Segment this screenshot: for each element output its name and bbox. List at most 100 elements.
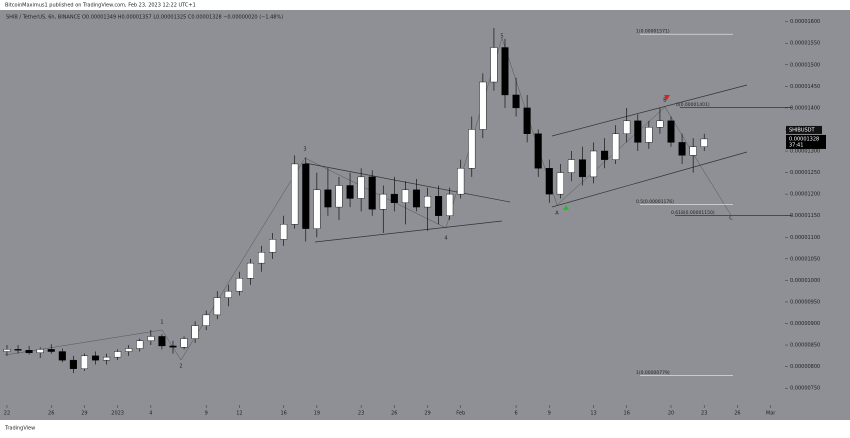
candle-body [567, 159, 575, 173]
candle-body [346, 185, 354, 199]
wave-label: C [729, 216, 733, 222]
candle-body [379, 193, 387, 210]
candle-body [91, 355, 100, 361]
candle-body [634, 120, 642, 143]
candle-body [224, 290, 232, 298]
candle-body [512, 94, 520, 109]
channel-bottom [551, 151, 748, 208]
x-tick-label: 13 [590, 411, 596, 417]
candle-body [269, 239, 277, 253]
candle-body [169, 345, 177, 348]
candle-body [501, 47, 509, 96]
candle-body [246, 262, 254, 279]
candle-body [291, 163, 299, 225]
candle-body [191, 325, 199, 339]
candle-body [457, 168, 465, 195]
wave-label: A [555, 211, 559, 217]
candle-body [136, 340, 144, 349]
x-tick-label: 29 [424, 411, 430, 417]
x-tick-label: 16 [624, 411, 630, 417]
symbol-label: SHIBUSDT [789, 127, 816, 133]
header: BitcoinMaximus1 published on TradingView… [5, 3, 196, 9]
buy-marker [563, 205, 569, 210]
x-tick-label: 29 [81, 411, 87, 417]
y-tick-label: 0.00001150 [790, 213, 820, 219]
candle-body [125, 348, 133, 352]
candle-body [114, 351, 122, 358]
y-tick-label: 0.00001200 [790, 192, 820, 198]
x-tick-label: 26 [391, 411, 397, 417]
last-price-box [786, 134, 826, 149]
fib-label: 1(0.00000779) [636, 370, 670, 376]
candle-body [612, 133, 620, 160]
wave-label: 5 [500, 34, 503, 40]
x-tick-label: 23 [358, 411, 364, 417]
candle-body [103, 356, 111, 361]
candle-body [424, 196, 432, 208]
price-axis-background [785, 10, 850, 405]
candle-body [667, 120, 675, 143]
candle-body [678, 142, 686, 156]
y-tick-label: 0.00000750 [790, 386, 820, 392]
x-tick-label: 19 [314, 411, 320, 417]
y-tick-label: 0.00001050 [790, 256, 820, 262]
candle-body [180, 338, 188, 348]
symbol-title: SHIB / TetherUS, 6h, BINANCE [6, 15, 80, 21]
wave-label: 2 [179, 364, 182, 370]
x-tick-label: 22 [4, 411, 10, 417]
symbol-box [786, 125, 822, 134]
y-tick-label: 0.00000800 [790, 364, 820, 370]
candle-body [80, 355, 88, 369]
wave-label: 1 [160, 320, 163, 326]
candle-body [368, 176, 376, 210]
y-tick-label: 0.00000850 [790, 343, 820, 349]
fib-label: 0.618(0.00001150) [671, 210, 715, 216]
candle-body [523, 107, 531, 134]
x-tick-label: 4 [149, 411, 152, 417]
wave-label: 3 [303, 147, 306, 153]
candle-body [590, 150, 598, 178]
y-tick-label: 0.00001000 [790, 278, 820, 284]
candle-body [202, 314, 210, 326]
fib-label: 0.5(0.00001176) [636, 199, 674, 205]
candle-body [556, 172, 564, 195]
y-tick-label: 0.00001450 [790, 84, 820, 90]
candle-body [235, 278, 243, 292]
x-tick-label: 26 [48, 411, 54, 417]
y-tick-label: 0.00001250 [790, 170, 820, 176]
x-tick-label: Feb [456, 411, 465, 417]
x-tick-label: 26 [734, 411, 740, 417]
candle-body [390, 193, 398, 203]
candle-body [147, 336, 155, 341]
triangle-top [304, 162, 511, 203]
triangle-bottom [314, 220, 503, 243]
ohlc-text: O0.00001349 H0.00001357 L0.00001325 C0.0… [82, 15, 283, 21]
x-tick-label: 16 [280, 411, 286, 417]
last-price-label: 0.00001328 [789, 136, 819, 142]
x-tick-label: 9 [205, 411, 208, 417]
candle-body [700, 138, 708, 147]
y-tick-label: 0.00000900 [790, 321, 820, 327]
candle-body [357, 176, 365, 199]
candle-body [14, 349, 22, 351]
x-tick-label: 2023 [111, 411, 124, 417]
candle-body [47, 349, 55, 352]
candle-body [689, 146, 697, 156]
candle-body [623, 120, 631, 134]
sell-marker [664, 95, 670, 100]
plot-background [0, 10, 785, 405]
y-tick-label: 0.00001550 [790, 41, 820, 47]
candle-body [534, 133, 542, 169]
y-tick-label: 0.00000950 [790, 299, 820, 305]
fib-label: 1(0.00001571) [636, 29, 670, 35]
channel-top [551, 84, 748, 137]
fib-label: 0(0.00001401) [676, 102, 710, 108]
y-tick-label: 0.00001100 [790, 235, 820, 241]
candle-body [158, 336, 166, 347]
candle-body [280, 224, 288, 240]
x-tick-label: Mar [766, 411, 776, 417]
y-tick-label: 0.00001300 [790, 149, 820, 155]
candle-body [302, 163, 310, 229]
